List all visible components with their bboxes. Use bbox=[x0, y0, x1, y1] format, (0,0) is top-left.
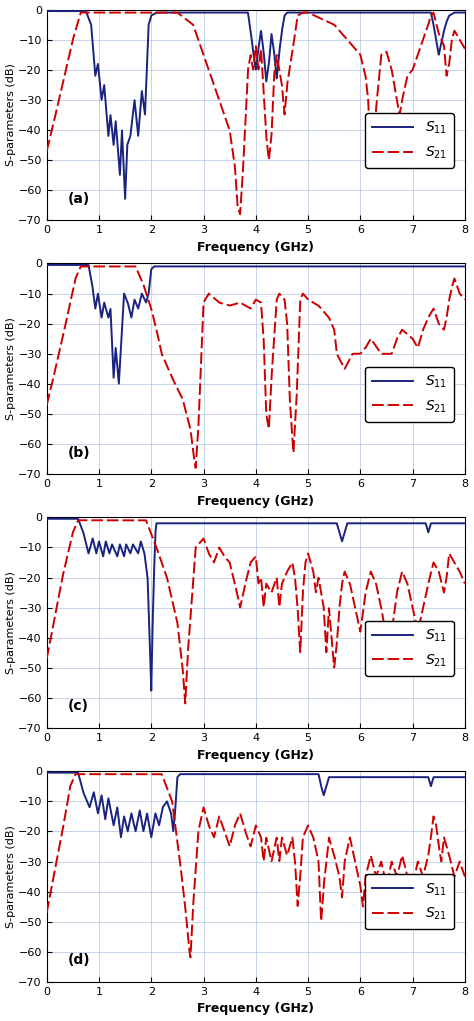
Legend: $S_{11}$, $S_{21}$: $S_{11}$, $S_{21}$ bbox=[365, 367, 454, 422]
X-axis label: Frequency (GHz): Frequency (GHz) bbox=[197, 1003, 314, 1016]
Y-axis label: S-parameters (dB): S-parameters (dB) bbox=[6, 318, 16, 421]
Text: (d): (d) bbox=[68, 954, 90, 967]
X-axis label: Frequency (GHz): Frequency (GHz) bbox=[197, 495, 314, 507]
X-axis label: Frequency (GHz): Frequency (GHz) bbox=[197, 241, 314, 254]
Text: (c): (c) bbox=[68, 699, 89, 714]
Y-axis label: S-parameters (dB): S-parameters (dB) bbox=[6, 825, 16, 928]
Legend: $S_{11}$, $S_{21}$: $S_{11}$, $S_{21}$ bbox=[365, 112, 454, 167]
Legend: $S_{11}$, $S_{21}$: $S_{11}$, $S_{21}$ bbox=[365, 874, 454, 929]
Legend: $S_{11}$, $S_{21}$: $S_{11}$, $S_{21}$ bbox=[365, 621, 454, 676]
Y-axis label: S-parameters (dB): S-parameters (dB) bbox=[6, 572, 16, 674]
Text: (a): (a) bbox=[68, 192, 90, 205]
Y-axis label: S-parameters (dB): S-parameters (dB) bbox=[6, 63, 16, 166]
Text: (b): (b) bbox=[68, 445, 90, 459]
X-axis label: Frequency (GHz): Frequency (GHz) bbox=[197, 748, 314, 762]
